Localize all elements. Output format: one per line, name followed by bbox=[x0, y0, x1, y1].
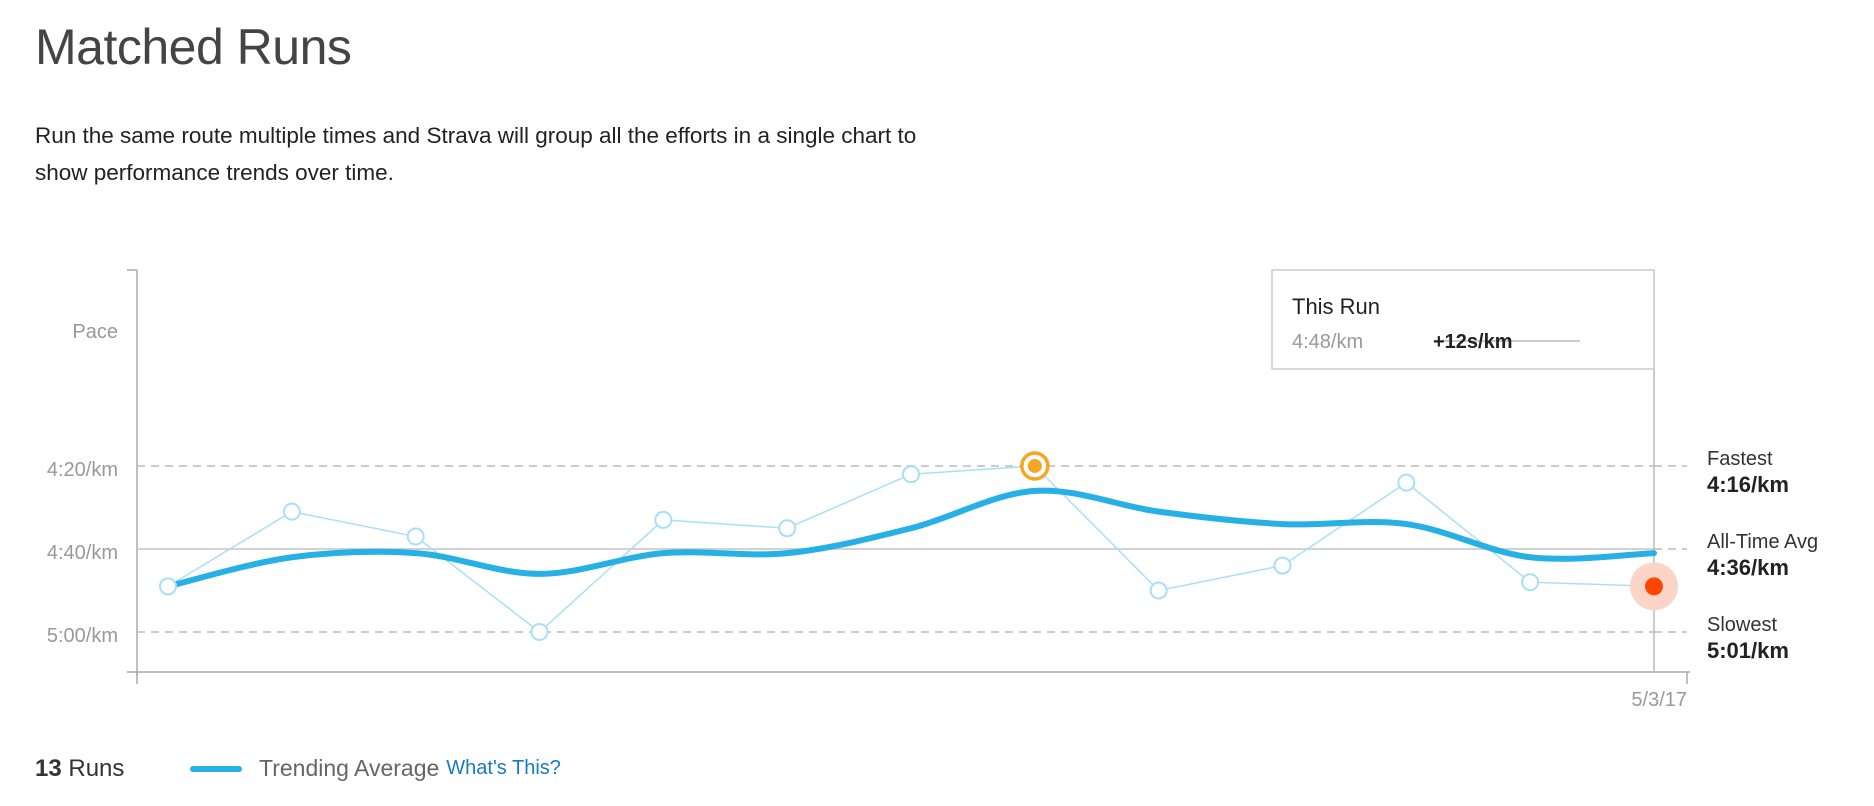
runs-count-label: 13 Runs bbox=[35, 755, 124, 783]
trending-average-swatch bbox=[190, 765, 242, 772]
run-point bbox=[1149, 581, 1168, 600]
y-tick-label: 4:20/km bbox=[47, 459, 118, 481]
run-point bbox=[282, 502, 301, 521]
run-point bbox=[778, 519, 797, 538]
reference-label-avg: All-Time Avg bbox=[1707, 531, 1818, 553]
whats-this-link[interactable]: What's This? bbox=[446, 757, 561, 779]
legend-label-trending-average: Trending Average bbox=[259, 755, 440, 781]
reference-value-avg: 4:36/km bbox=[1707, 555, 1789, 580]
runs-count-unit: Runs bbox=[61, 755, 125, 782]
runs-count-value: 13 bbox=[35, 755, 62, 782]
run-point bbox=[1521, 573, 1540, 592]
page-description: Run the same route multiple times and St… bbox=[35, 123, 917, 185]
y-axis-label: Pace bbox=[72, 321, 118, 343]
run-point bbox=[530, 623, 549, 641]
y-tick-label: 5:00/km bbox=[47, 625, 118, 647]
run-point bbox=[1273, 556, 1292, 575]
tooltip-title: This Run bbox=[1292, 294, 1380, 319]
reference-label-slowest: Slowest bbox=[1707, 614, 1777, 636]
trending-average-line bbox=[165, 487, 1657, 590]
chart-legend: Trending Average What's This? bbox=[190, 755, 561, 782]
y-tick-label: 4:40/km bbox=[47, 542, 118, 564]
current-run-point bbox=[1645, 577, 1663, 596]
run-point bbox=[406, 527, 425, 546]
tooltip-box bbox=[1271, 269, 1655, 370]
run-point bbox=[902, 465, 920, 484]
reference-value-slowest: 5:01/km bbox=[1707, 638, 1789, 663]
page-title: Matched Runs bbox=[35, 19, 352, 75]
run-point bbox=[159, 577, 177, 596]
run-point bbox=[1397, 473, 1416, 492]
x-tick-label: 5/3/17 bbox=[1631, 689, 1687, 711]
reference-label-fastest: Fastest bbox=[1707, 448, 1773, 470]
run-point bbox=[654, 510, 673, 529]
fastest-run-point bbox=[1027, 458, 1042, 473]
tooltip-pace: 4:48/km bbox=[1292, 331, 1363, 353]
tooltip-delta: +12s/km bbox=[1433, 331, 1513, 353]
reference-value-fastest: 4:16/km bbox=[1707, 472, 1789, 497]
